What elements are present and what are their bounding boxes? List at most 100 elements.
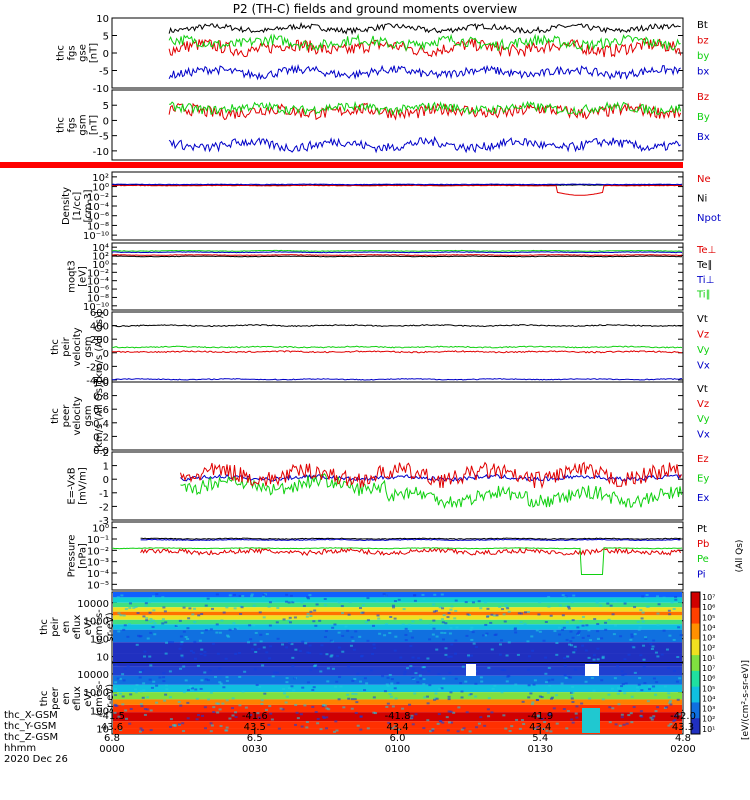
heatmap-speckle <box>176 624 180 627</box>
heatmap-speckle <box>251 648 255 651</box>
heatmap-band <box>113 704 682 713</box>
y-axis-label: thcfgsgsm[nT] <box>56 114 100 135</box>
colorbar-tick-label: 10³ <box>702 634 715 643</box>
heatmap-speckle <box>549 730 553 733</box>
heatmap-speckle <box>592 654 596 657</box>
heatmap-speckle <box>139 635 143 638</box>
heatmap-speckle <box>244 706 248 709</box>
heatmap-speckle <box>347 665 351 668</box>
heatmap-speckle <box>431 729 435 732</box>
heatmap-speckle <box>461 665 465 668</box>
heatmap-speckle <box>638 626 642 629</box>
heatmap-speckle <box>285 681 289 684</box>
panel-frame <box>111 171 684 241</box>
heatmap-speckle <box>260 703 264 706</box>
heatmap-speckle <box>269 645 273 648</box>
heatmap-speckle <box>208 669 212 672</box>
legend-Vx: Vx <box>697 361 710 372</box>
heatmap-speckle <box>459 682 463 685</box>
heatmap-speckle <box>359 607 363 610</box>
heatmap-speckle <box>257 716 261 719</box>
heatmap-speckle <box>149 620 153 623</box>
y-axis-label-line: thc <box>39 619 50 635</box>
heatmap-speckle <box>535 726 539 729</box>
heatmap-speckle <box>145 619 149 622</box>
heatmap-speckle <box>428 684 432 687</box>
heatmap-speckle <box>670 601 674 604</box>
heatmap-speckle <box>592 658 596 661</box>
heatmap-speckle <box>665 706 669 709</box>
heatmap-speckle <box>441 621 445 624</box>
heatmap-speckle <box>434 609 438 612</box>
heatmap-speckle <box>677 626 681 629</box>
colorbar-frame <box>690 591 701 735</box>
y-tick-label: 10⁻⁴ <box>87 277 109 288</box>
heatmap-speckle <box>454 639 458 642</box>
heatmap-speckle <box>232 622 236 625</box>
heatmap-speckle <box>569 676 573 679</box>
heatmap-speckle <box>331 626 335 629</box>
heatmap-speckle <box>505 606 509 609</box>
heatmap-speckle <box>563 596 567 599</box>
heatmap-speckle <box>153 622 157 625</box>
heatmap-speckle <box>474 682 478 685</box>
heatmap-speckle <box>114 694 118 697</box>
y-tick-label: -400 <box>86 376 109 387</box>
heatmap-speckle <box>384 623 388 626</box>
heatmap-speckle <box>359 728 363 731</box>
heatmap-speckle <box>366 639 370 642</box>
heatmap-speckle <box>449 710 453 713</box>
heatmap-speckle <box>452 711 456 714</box>
heatmap-speckle <box>148 601 152 604</box>
heatmap-speckle <box>500 639 504 642</box>
heatmap-speckle <box>492 614 496 617</box>
heatmap-speckle <box>549 697 553 700</box>
heatmap-speckle <box>652 715 656 718</box>
heatmap-speckle <box>656 595 660 598</box>
y-axis-label-line: gse <box>78 44 89 62</box>
heatmap-speckle <box>225 679 229 682</box>
panel-peer_eflux: 10000 1000 100 10 thcpeerenefluxeV/(cm²-s-sr… <box>39 662 684 736</box>
y-tick-label: 10⁴ <box>92 243 109 254</box>
heatmap-speckle <box>168 641 172 644</box>
heatmap-speckle <box>118 677 122 680</box>
series-Pt <box>140 537 681 540</box>
heatmap-speckle <box>372 711 376 714</box>
heatmap-speckle <box>361 604 365 607</box>
heatmap-speckle <box>575 705 579 708</box>
heatmap-speckle <box>285 677 289 680</box>
heatmap-speckle <box>623 658 627 661</box>
heatmap-speckle <box>468 730 472 733</box>
heatmap-speckle <box>371 652 375 655</box>
heatmap-speckle <box>440 631 444 634</box>
heatmap-speckle <box>486 708 490 711</box>
colorbar-swatch <box>691 607 700 625</box>
heatmap-speckle <box>494 633 498 636</box>
heatmap-speckle <box>495 614 499 617</box>
heatmap-speckle <box>441 607 445 610</box>
heatmap-speckle <box>163 610 167 613</box>
heatmap-speckle <box>641 595 645 598</box>
heatmap-speckle <box>402 608 406 611</box>
heatmap-speckle <box>569 630 573 633</box>
heatmap-speckle <box>279 707 283 710</box>
y-axis-label-line: fgs <box>67 45 78 60</box>
heatmap-speckle <box>222 686 226 689</box>
heatmap-speckle <box>640 617 644 620</box>
heatmap-speckle <box>584 649 588 652</box>
heatmap-speckle <box>414 713 418 716</box>
heatmap-speckle <box>281 643 285 646</box>
heatmap-speckle <box>470 626 474 629</box>
y-axis-label-line: velocity <box>72 396 83 435</box>
heatmap-speckle <box>335 680 339 683</box>
heatmap-speckle <box>399 656 403 659</box>
series-Te⊥ <box>111 254 683 257</box>
heatmap-speckle <box>527 655 531 658</box>
panel-frame <box>111 521 684 591</box>
colorbar: 10⁷10⁶10⁵10⁴10³10²10¹10⁷10⁶10⁵10⁴10³10²1… <box>690 591 750 740</box>
heatmap-speckle <box>117 630 121 633</box>
heatmap-speckle <box>498 653 502 656</box>
heatmap-speckle <box>600 637 604 640</box>
heatmap-speckle <box>450 721 454 724</box>
